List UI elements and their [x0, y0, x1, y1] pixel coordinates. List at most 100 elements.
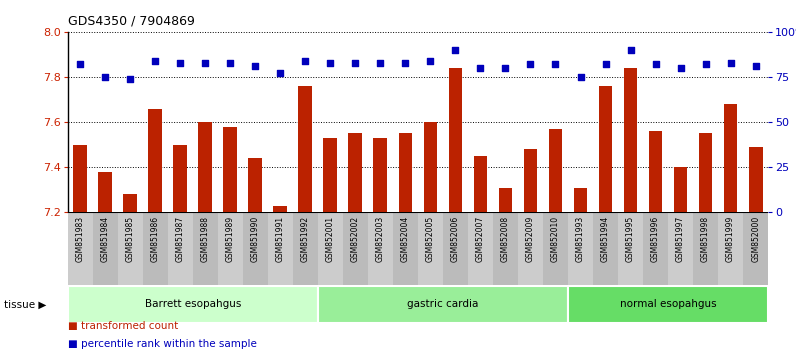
Point [224, 60, 236, 65]
Bar [474, 156, 487, 212]
Text: GSM852010: GSM852010 [551, 216, 560, 262]
Text: ■ transformed count: ■ transformed count [68, 321, 178, 331]
Text: GSM851991: GSM851991 [275, 216, 285, 262]
Text: GSM851985: GSM851985 [126, 216, 135, 262]
Text: GSM851995: GSM851995 [626, 216, 635, 262]
Point [724, 60, 737, 65]
Bar [198, 122, 213, 212]
Point [274, 70, 287, 76]
Text: GSM852003: GSM852003 [376, 216, 385, 262]
Text: gastric cardia: gastric cardia [408, 299, 478, 309]
Point [149, 58, 162, 64]
Point [399, 60, 412, 65]
Bar [148, 109, 162, 212]
Bar [548, 129, 563, 212]
Bar [724, 104, 738, 212]
Text: GSM851996: GSM851996 [651, 216, 660, 262]
Point [699, 62, 712, 67]
Text: GSM852008: GSM852008 [501, 216, 510, 262]
Point [74, 62, 87, 67]
Bar [393, 212, 418, 285]
Bar [92, 212, 118, 285]
Text: GSM851984: GSM851984 [100, 216, 110, 262]
Point [299, 58, 312, 64]
Text: GSM851993: GSM851993 [576, 216, 585, 262]
Bar [168, 212, 193, 285]
Bar [193, 212, 218, 285]
Point [349, 60, 361, 65]
Bar [293, 212, 318, 285]
Bar [224, 127, 237, 212]
Point [474, 65, 487, 71]
Bar [248, 158, 262, 212]
Point [650, 62, 662, 67]
Bar [543, 212, 568, 285]
Text: normal esopahgus: normal esopahgus [620, 299, 716, 309]
Text: GSM851987: GSM851987 [176, 216, 185, 262]
Bar [298, 86, 312, 212]
Bar [493, 212, 518, 285]
Text: GSM851992: GSM851992 [301, 216, 310, 262]
Bar [373, 138, 388, 212]
Text: GSM851990: GSM851990 [251, 216, 259, 262]
Bar [267, 212, 293, 285]
Point [374, 60, 387, 65]
Point [749, 63, 762, 69]
Bar [218, 212, 243, 285]
Bar [699, 133, 712, 212]
Bar [643, 212, 668, 285]
Point [124, 76, 137, 82]
Bar [118, 212, 142, 285]
Bar [593, 212, 618, 285]
Bar [618, 212, 643, 285]
Point [424, 58, 437, 64]
Point [624, 47, 637, 53]
Point [549, 62, 562, 67]
Point [524, 62, 537, 67]
Bar [349, 133, 362, 212]
Text: GSM851983: GSM851983 [76, 216, 84, 262]
Bar [443, 212, 468, 285]
Text: GSM852004: GSM852004 [401, 216, 410, 262]
Text: GSM851999: GSM851999 [726, 216, 736, 262]
Bar [449, 68, 462, 212]
Point [249, 63, 262, 69]
Bar [274, 206, 287, 212]
Text: GSM851997: GSM851997 [676, 216, 685, 262]
Bar [68, 286, 318, 323]
Bar [599, 86, 612, 212]
Bar [568, 212, 593, 285]
Point [449, 47, 462, 53]
Text: Barrett esopahgus: Barrett esopahgus [145, 299, 241, 309]
Bar [693, 212, 718, 285]
Text: GSM852009: GSM852009 [526, 216, 535, 262]
Text: GSM852000: GSM852000 [751, 216, 760, 262]
Bar [368, 212, 393, 285]
Bar [518, 212, 543, 285]
Bar [399, 133, 412, 212]
Bar [73, 145, 87, 212]
Point [99, 74, 111, 80]
Bar [243, 212, 267, 285]
Text: GSM852006: GSM852006 [451, 216, 460, 262]
Point [674, 65, 687, 71]
Bar [318, 286, 568, 323]
Bar [574, 188, 587, 212]
Bar [418, 212, 443, 285]
Text: GSM851994: GSM851994 [601, 216, 610, 262]
Bar [423, 122, 437, 212]
Point [324, 60, 337, 65]
Bar [673, 167, 688, 212]
Bar [668, 212, 693, 285]
Bar [123, 194, 137, 212]
Bar [624, 68, 638, 212]
Text: GSM851989: GSM851989 [226, 216, 235, 262]
Bar [142, 212, 168, 285]
Text: GSM852007: GSM852007 [476, 216, 485, 262]
Point [199, 60, 212, 65]
Bar [174, 145, 187, 212]
Text: ■ percentile rank within the sample: ■ percentile rank within the sample [68, 339, 256, 349]
Bar [68, 212, 92, 285]
Bar [649, 131, 662, 212]
Point [574, 74, 587, 80]
